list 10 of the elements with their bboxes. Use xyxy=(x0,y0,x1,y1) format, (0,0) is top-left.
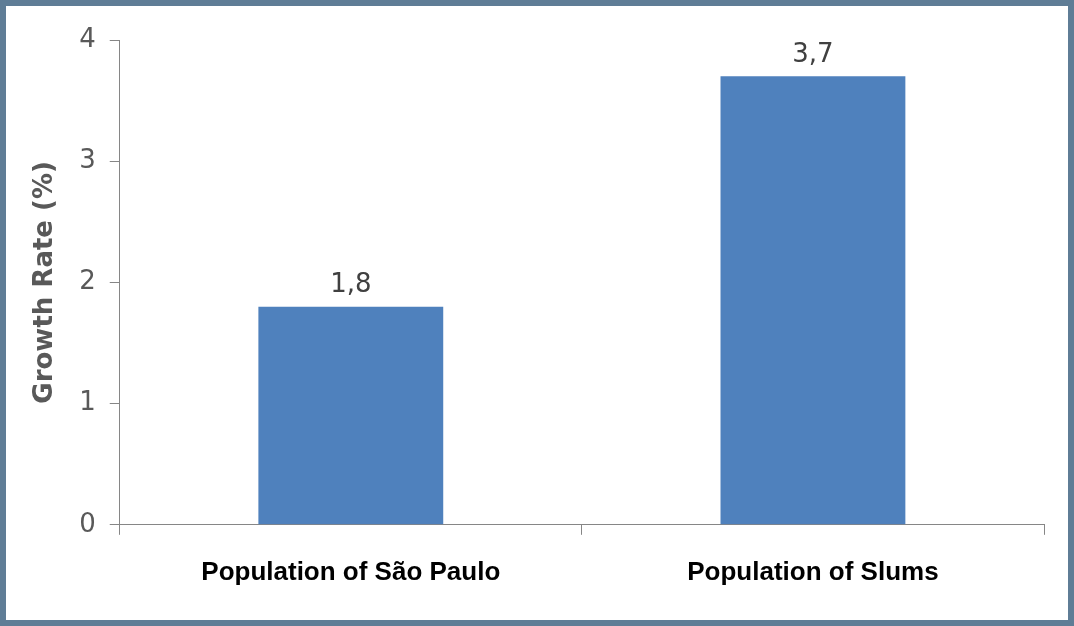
y-tick-label: 3 xyxy=(79,143,96,174)
y-tick-label: 2 xyxy=(79,265,96,296)
y-axis-title: Growth Rate (%) xyxy=(28,161,59,404)
y-tick-label: 1 xyxy=(79,386,96,417)
y-tick-label: 0 xyxy=(79,507,96,538)
data-label: 3,7 xyxy=(792,38,834,69)
data-label: 1,8 xyxy=(330,268,372,299)
x-tick-label: Population of Slums xyxy=(687,555,939,586)
y-tick-label: 4 xyxy=(79,22,96,53)
x-tick-label: Population of São Paulo xyxy=(201,555,501,586)
